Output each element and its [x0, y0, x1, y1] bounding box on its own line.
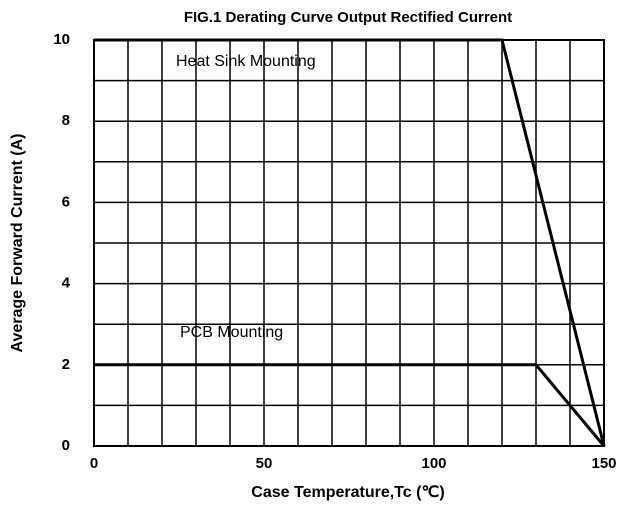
data-line	[94, 38, 606, 447]
x-tick-label: 0	[90, 455, 98, 472]
annotation: PCB Mounting	[180, 324, 283, 341]
y-tick-label: 4	[62, 275, 71, 292]
x-tick-label: 150	[591, 455, 616, 472]
y-tick-label: 2	[62, 356, 70, 373]
annotation: Heat Sink Mounting	[176, 53, 316, 70]
chart-title: FIG.1 Derating Curve Output Rectified Cu…	[184, 9, 512, 26]
x-axis-label: Case Temperature,Tc (℃)	[251, 484, 444, 501]
y-tick-label: 8	[62, 112, 70, 129]
y-tick-label: 6	[62, 193, 70, 210]
y-tick-label: 0	[62, 437, 70, 454]
y-tick-label: 10	[53, 31, 70, 48]
data-line	[94, 363, 606, 447]
x-tick-label: 100	[421, 455, 446, 472]
x-tick-label: 50	[256, 455, 273, 472]
y-axis-label: Average Forward Current (A)	[9, 134, 26, 353]
